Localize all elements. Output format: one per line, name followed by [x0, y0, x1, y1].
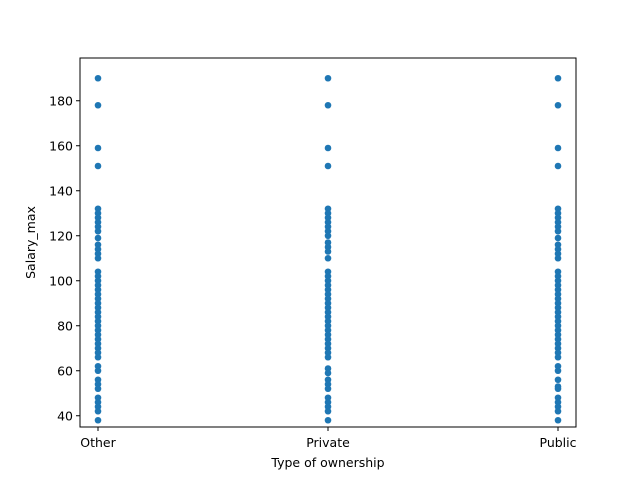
x-tick-label-private: Private — [306, 435, 350, 450]
data-point-public-37 — [554, 376, 562, 384]
data-point-public-36 — [554, 367, 562, 375]
y-tick-label-100: 100 — [49, 273, 73, 288]
y-tick-label-120: 120 — [49, 228, 73, 243]
data-point-private-0 — [324, 74, 332, 82]
data-point-private-3 — [324, 162, 332, 170]
data-point-private-2 — [324, 144, 332, 152]
x-axis-label: Type of ownership — [270, 455, 384, 470]
data-point-public-9 — [554, 227, 562, 235]
data-point-private-14 — [324, 254, 332, 262]
data-point-other-9 — [94, 227, 102, 235]
y-tick-label-80: 80 — [57, 318, 73, 333]
data-point-public-0 — [554, 74, 562, 82]
data-point-other-39 — [94, 385, 102, 393]
data-point-public-2 — [554, 144, 562, 152]
x-tick-label-public: Public — [540, 435, 577, 450]
data-point-private-1 — [324, 101, 332, 109]
data-point-public-1 — [554, 101, 562, 109]
data-point-other-14 — [94, 254, 102, 262]
data-point-other-36 — [94, 367, 102, 375]
y-tick-label-160: 160 — [49, 138, 73, 153]
data-point-public-10 — [554, 234, 562, 242]
data-point-private-36 — [324, 369, 332, 377]
data-points — [94, 74, 562, 424]
data-point-public-3 — [554, 162, 562, 170]
data-point-other-2 — [94, 144, 102, 152]
data-point-other-3 — [94, 162, 102, 170]
data-point-private-34 — [324, 353, 332, 361]
data-point-public-34 — [554, 353, 562, 361]
y-axis: 40 60 80 100 120 140 160 180 — [49, 93, 80, 423]
data-point-public-44 — [554, 416, 562, 424]
data-point-public-39 — [554, 385, 562, 393]
y-tick-label-40: 40 — [57, 408, 73, 423]
data-point-other-44 — [94, 416, 102, 424]
y-tick-label-180: 180 — [49, 93, 73, 108]
data-point-private-44 — [324, 416, 332, 424]
y-tick-label-140: 140 — [49, 183, 73, 198]
x-tick-label-other: Other — [80, 435, 116, 450]
y-axis-label: Salary_max — [23, 206, 38, 279]
data-point-private-10 — [324, 232, 332, 240]
x-axis: Other Private Public — [80, 427, 577, 450]
data-point-private-43 — [324, 407, 332, 415]
data-point-private-13 — [324, 248, 332, 255]
data-point-public-14 — [554, 254, 562, 262]
data-point-other-43 — [94, 407, 102, 415]
data-point-other-0 — [94, 74, 102, 82]
y-tick-label-60: 60 — [57, 363, 73, 378]
data-point-private-39 — [324, 385, 332, 393]
data-point-public-43 — [554, 407, 562, 415]
data-point-other-34 — [94, 353, 102, 361]
data-point-other-10 — [94, 234, 102, 242]
data-point-other-1 — [94, 101, 102, 109]
